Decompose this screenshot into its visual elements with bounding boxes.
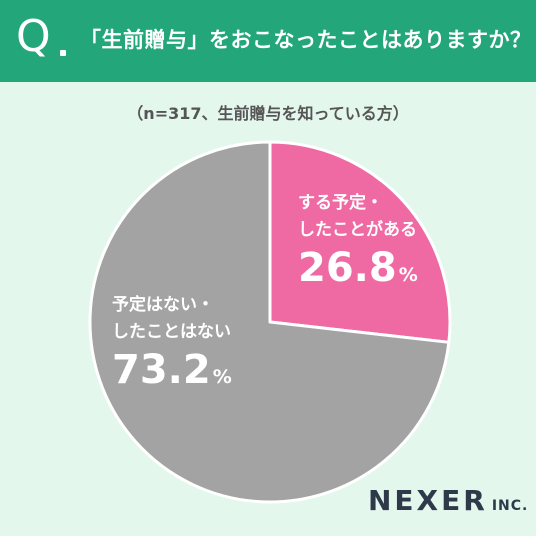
slice-0-value: 26.8 [298,245,397,291]
logo-main: NEXER [368,484,488,517]
slice-0-label-line1: する予定・ [298,193,383,213]
slice-0-label-line2: したことがある [298,220,417,240]
slice-1-label-line2: したことはない [112,322,231,342]
slice-label-no-plan: 予定はない・ したことはない 73.2% [112,292,232,394]
slice-1-unit: % [212,366,232,388]
slice-label-plan-or-done: する予定・ したことがある 26.8% [298,190,418,292]
q-dot [60,50,66,56]
slice-1-label-line1: 予定はない・ [112,295,214,315]
slice-0-unit: % [398,264,418,286]
nexer-logo: NEXER INC. [368,484,528,517]
q-mark: Q [16,11,51,62]
question-text: 「生前贈与」をおこなったことはありますか？ [80,28,532,52]
pie-slice-1 [88,140,451,504]
logo-suffix: INC. [491,498,529,514]
slice-1-value: 73.2 [112,347,211,393]
sample-note: （n=317、生前贈与を知っている方） [127,104,409,123]
pie-slice-0 [268,140,452,344]
question-header: Q 「生前贈与」をおこなったことはありますか？ [0,0,536,82]
